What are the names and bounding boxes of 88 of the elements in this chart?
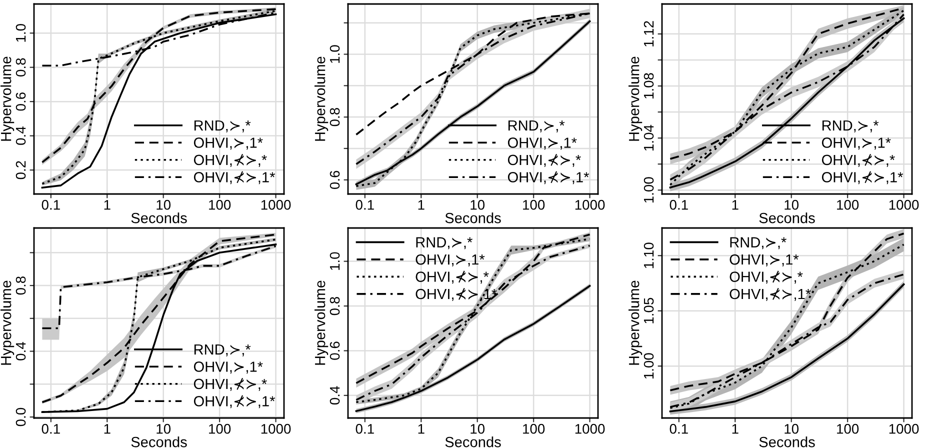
x-tick-label: 0.1: [42, 424, 60, 434]
x-tick-label: 10: [156, 200, 171, 210]
y-tick-label: 0.8: [16, 276, 26, 295]
y-tick-label: 1.05: [644, 298, 654, 324]
legend-label: RND,≻,*: [194, 120, 251, 132]
x-tick-label: 0.1: [670, 200, 688, 210]
x-tick-label: 1: [732, 424, 738, 434]
y-tick-label: 1.04: [644, 124, 654, 150]
x-tick-label: 1000: [575, 200, 605, 210]
y-tick-label: 0.4: [330, 386, 340, 405]
y-axis-title: Hypervolume: [0, 56, 14, 141]
x-tick-label: 1: [104, 424, 110, 434]
x-tick-label: 100: [837, 424, 859, 434]
x-tick-label: 100: [837, 200, 859, 210]
y-tick-label: 1.0: [330, 45, 340, 63]
legend-label: OHVI,⊀≻,*: [416, 270, 489, 284]
y-axis-title: Hypervolume: [0, 280, 14, 365]
y-tick-label: 0.8: [16, 58, 26, 76]
y-tick-label: 0.8: [330, 296, 340, 316]
y-tick-label: 0.4: [16, 126, 26, 145]
x-tick-label: 100: [523, 200, 545, 210]
y-axis-title: Hypervolume: [314, 56, 328, 141]
legend-label: OHVI,≻,1*: [416, 254, 485, 266]
legend-label: OHVI,⊀≻,*: [730, 270, 803, 284]
x-axis-title: Seconds: [131, 212, 187, 224]
x-tick-label: 10: [784, 200, 799, 210]
x-tick-label: 10: [470, 200, 485, 210]
legend-label: OHVI,≻,1*: [194, 362, 263, 374]
y-tick-label: 1.0: [16, 24, 26, 42]
y-tick-label: 0.2: [16, 161, 26, 180]
x-tick-label: 1: [732, 200, 738, 210]
y-tick-label: 1.10: [644, 242, 654, 268]
legend-label: OHVI,≻,1*: [730, 254, 799, 266]
legend-label: OHVI,⊀≻,1*: [194, 171, 276, 184]
x-tick-label: 1000: [889, 200, 919, 210]
y-tick-label: 0.6: [16, 92, 26, 111]
legend-label: RND,≻,*: [508, 120, 565, 132]
legend-label: RND,≻,*: [416, 237, 472, 250]
x-tick-label: 1: [418, 200, 424, 210]
x-tick-label: 0.1: [42, 200, 60, 210]
legend-label: OHVI,≻,1*: [508, 138, 577, 150]
x-tick-label: 0.1: [356, 200, 374, 210]
y-tick-label: 0.8: [330, 108, 340, 126]
y-tick-label: 0.6: [330, 170, 340, 189]
x-tick-label: 0.1: [670, 424, 688, 434]
x-tick-label: 1: [104, 200, 110, 210]
x-axis-title: Seconds: [445, 436, 501, 448]
y-tick-label: 0.0: [16, 408, 26, 426]
y-axis-title: Hypervolume: [628, 280, 642, 365]
x-tick-label: 1000: [889, 424, 919, 434]
x-tick-label: 1: [418, 424, 424, 434]
y-tick-label: 1.00: [644, 177, 654, 203]
x-tick-label: 1000: [575, 424, 605, 434]
x-axis-title: Seconds: [759, 212, 815, 224]
legend-label: OHVI,⊀≻,*: [822, 154, 895, 167]
y-tick-label: 0.6: [330, 342, 340, 360]
x-tick-label: 1000: [261, 200, 291, 210]
x-tick-label: 1000: [261, 424, 291, 434]
y-axis-title: Hypervolume: [628, 56, 642, 141]
x-axis-title: Seconds: [759, 436, 815, 448]
x-tick-label: 100: [209, 200, 231, 210]
legend-label: OHVI,⊀≻,*: [194, 378, 267, 391]
legend-label: OHVI,⊀≻,1*: [416, 288, 497, 301]
legend-label: OHVI,⊀≻,1*: [508, 171, 590, 184]
y-tick-label: 0.4: [16, 342, 26, 360]
x-tick-label: 0.1: [356, 424, 374, 434]
x-tick-label: 10: [470, 424, 485, 434]
legend-label: OHVI,⊀≻,1*: [730, 288, 811, 301]
x-tick-label: 100: [209, 424, 231, 434]
y-tick-label: 1.12: [644, 21, 654, 46]
y-tick-label: 1.0: [330, 252, 340, 270]
legend-label: RND,≻,*: [822, 120, 879, 132]
legend-label: OHVI,⊀≻,1*: [822, 171, 904, 184]
legend-label: OHVI,⊀≻,*: [508, 154, 581, 167]
legend-label: OHVI,⊀≻,*: [194, 154, 267, 167]
legend-label: OHVI,⊀≻,1*: [194, 395, 276, 408]
y-tick-label: 1.00: [644, 353, 654, 379]
x-tick-label: 100: [523, 424, 545, 434]
x-axis-title: Seconds: [131, 436, 187, 448]
legend-label: OHVI,≻,1*: [194, 138, 263, 150]
legend-label: RND,≻,*: [194, 344, 251, 356]
y-axis-title: Hypervolume: [314, 280, 328, 365]
x-tick-label: 10: [156, 424, 171, 434]
x-tick-label: 10: [784, 424, 799, 434]
legend-label: OHVI,≻,1*: [822, 138, 891, 150]
legend-label: RND,≻,*: [730, 237, 786, 250]
y-tick-label: 1.08: [644, 73, 654, 98]
x-axis-title: Seconds: [445, 212, 501, 224]
